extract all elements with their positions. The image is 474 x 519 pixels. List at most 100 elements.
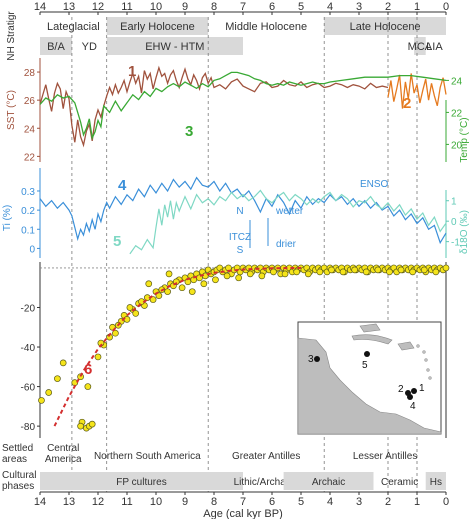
d18o-tick-label: 1 [451, 197, 457, 208]
strat-lower-label: B/A [47, 41, 65, 53]
temp-tick-label: 20 [451, 140, 463, 151]
series-2-number: 2 [403, 95, 411, 112]
sea-level-point [258, 272, 266, 280]
strat-upper-label: Lateglacial [47, 21, 100, 33]
depth-tick-label: -80 [21, 422, 36, 433]
cultural-phase-band [40, 472, 243, 490]
land-lesser-antilles [424, 358, 428, 362]
sea-level-point [155, 292, 163, 299]
series-4-line [39, 176, 447, 245]
itcz-s-label: S [237, 245, 244, 256]
strat-upper-band-3 [324, 17, 446, 35]
map-site-marker [407, 394, 413, 400]
cultural-phase-label: Archaic [312, 477, 345, 488]
settled-area-label: Lesser Antilles [353, 451, 417, 462]
depth-tick-label: -60 [21, 383, 36, 394]
series-5-number: 5 [113, 233, 121, 250]
bottom-tick-label: 3 [356, 496, 362, 508]
series-2-line [387, 73, 447, 109]
strat-side-label: NH Stratigr [6, 11, 17, 61]
sea-level-point [188, 288, 196, 296]
top-tick-label: 10 [150, 1, 162, 13]
sea-level-point [212, 276, 219, 284]
depth-tick-label: -20 [21, 303, 36, 314]
top-tick-label: 9 [182, 1, 188, 13]
temp-tick-label: 24 [451, 76, 463, 87]
cultural-phases-label-1: Cultural [2, 470, 36, 481]
cultural-phase-band [283, 472, 374, 490]
series-5-line [129, 189, 447, 255]
sea-level-point [432, 268, 440, 276]
drier-label: drier [276, 239, 297, 250]
strat-upper-label: Middle Holocene [225, 21, 307, 33]
caribbean-map-inset: 1 2 3 4 5 [297, 321, 442, 435]
sea-level-point [442, 264, 450, 272]
sea-level-point [54, 375, 61, 383]
strat-lower-label: EHW - HTM [145, 41, 204, 53]
cultural-phase-label: Lithic/Archaic [234, 477, 293, 488]
sea-level-point [351, 266, 358, 274]
sea-level-point [126, 304, 134, 311]
strat-lower-band-3 [414, 37, 426, 55]
sea-level-point [178, 284, 186, 292]
top-tick-label: 2 [385, 1, 391, 13]
land-lesser-antilles [428, 376, 432, 380]
sea-level-point [270, 268, 277, 276]
age-axis: 1414131312121111101099887766554433221100… [34, 1, 449, 519]
map-site-label: 1 [419, 383, 425, 394]
strat-lower-band-0 [40, 37, 72, 55]
bottom-tick-label: 7 [240, 496, 246, 508]
series-3-line [39, 71, 447, 141]
sea-level-point [94, 353, 102, 361]
curve-6-number: 6 [84, 361, 92, 378]
sea-level-point [45, 389, 53, 396]
top-tick-label: 14 [34, 1, 46, 13]
sea-level-point [149, 296, 157, 303]
sea-level-point [235, 274, 242, 282]
strat-lower-label: LIA [426, 41, 443, 53]
map-site-marker [314, 356, 320, 362]
sea-level-point [328, 266, 335, 274]
map-site-label: 2 [398, 384, 404, 395]
sea-level-point [38, 397, 45, 404]
x-axis-label: Age (cal kyr BP) [203, 508, 282, 519]
enso-label: ENSO [360, 179, 389, 190]
ti-tick-label: 0.1 [21, 225, 35, 236]
map-site-label: 3 [308, 354, 314, 365]
cultural-phase-label: FP cultures [116, 477, 166, 488]
top-tick-label: 8 [211, 1, 217, 13]
settled-area-label: Greater Antilles [232, 451, 300, 462]
sea-level-point [374, 266, 382, 274]
map-site-marker [364, 351, 370, 357]
sea-level-point [316, 268, 324, 276]
sea-level-point [339, 268, 347, 276]
temp-tick-label: 22 [451, 108, 463, 119]
bottom-tick-label: 0 [443, 496, 449, 508]
sea-level-point [132, 310, 140, 317]
sst-tick-label: 26 [24, 96, 36, 107]
series-3-number: 3 [185, 123, 193, 140]
sst-axis-label: SST (°C) [6, 90, 17, 130]
bottom-tick-label: 11 [121, 496, 132, 508]
sea-level-point [362, 268, 370, 276]
bottom-tick-label: 8 [211, 496, 217, 508]
settled-area-label: Central [47, 443, 79, 454]
sea-level-point [145, 280, 153, 288]
sea-level-panel: -20 -40 -60 -80 6 [21, 262, 450, 438]
curve-6-line [53, 266, 302, 427]
settled-areas-label-1: Settled [2, 443, 33, 454]
bottom-tick-label: 12 [92, 496, 104, 508]
top-tick-label: 1 [414, 1, 420, 13]
bottom-tick-label: 10 [150, 496, 162, 508]
d18o-tick-label: -1 [451, 238, 460, 249]
land-central-south-america [297, 337, 442, 435]
sea-level-point [281, 270, 289, 278]
sea-level-point [77, 422, 84, 430]
bottom-tick-label: 14 [34, 496, 46, 508]
bottom-tick-label: 6 [269, 496, 275, 508]
sea-level-point [165, 270, 173, 278]
land-florida [359, 323, 381, 333]
sea-level-point [200, 280, 208, 288]
sea-level-point [88, 420, 96, 428]
strat-lower-band-2 [106, 37, 243, 55]
